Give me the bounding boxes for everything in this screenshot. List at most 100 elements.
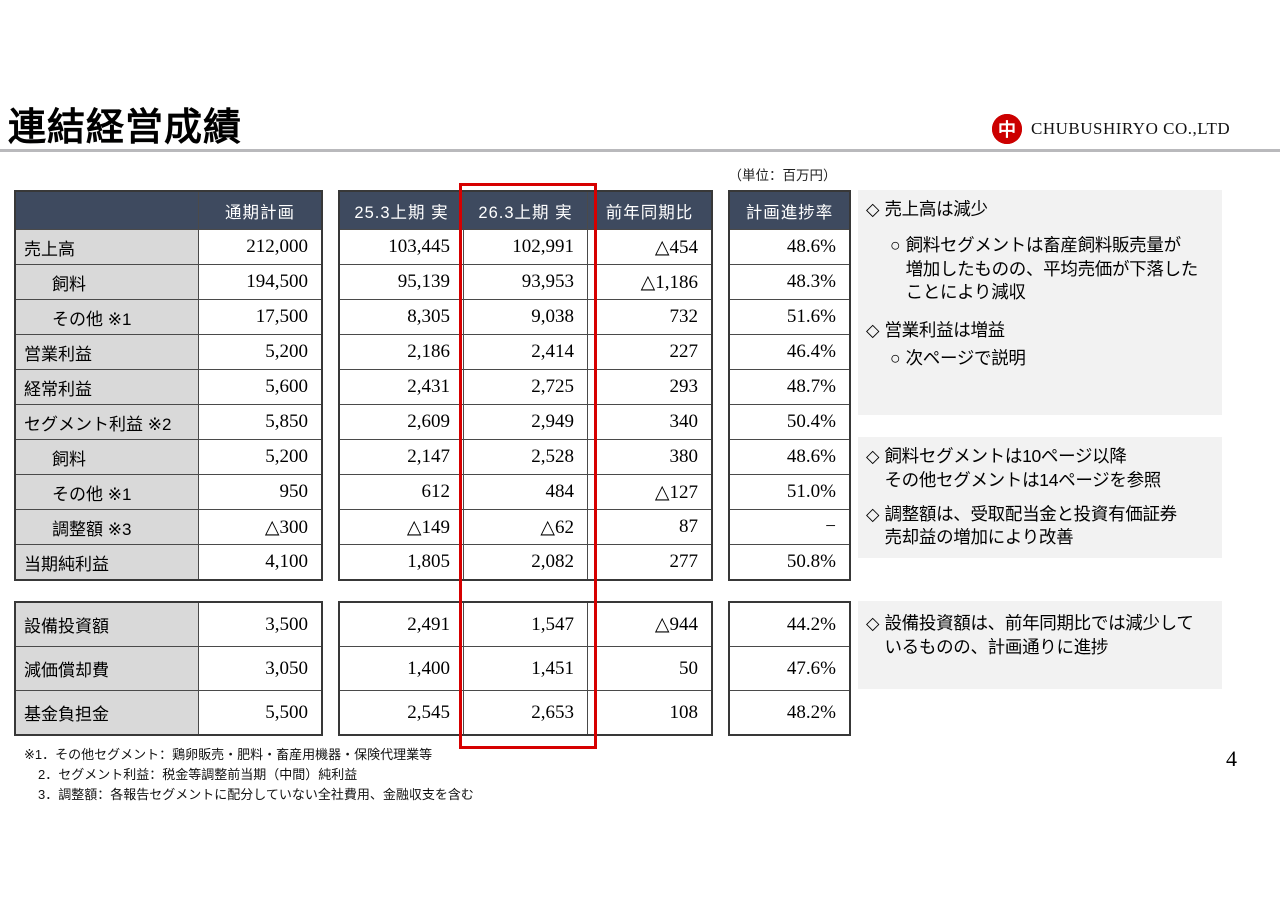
cell-prev: 2,609 [340,405,463,439]
row-label: 調整額 ※3 [16,510,198,544]
cell-yoy: 340 [588,405,711,439]
cell-curr: 93,953 [464,265,587,299]
footnote-line: 3．調整額：各報告セグメントに配分していない全社費用、金融収支を含む [38,787,474,803]
cell-progress: 48.2% [730,691,849,734]
cell-prev: 8,305 [340,300,463,334]
cell-progress: 48.3% [730,265,849,299]
cell-curr: 102,991 [464,230,587,264]
cell-yoy: 50 [588,647,711,690]
comment-item: ○ 次ページで説明 [866,347,1216,371]
cell-yoy: 227 [588,335,711,369]
row-label: 飼料 [16,440,198,474]
col-header-prev: 25.3上期 実 [340,192,463,229]
cell-progress: 47.6% [730,647,849,690]
cell-curr: 2,653 [464,691,587,734]
results-table-middle: 25.3上期 実 26.3上期 実 前年同期比 103,445 102,991 … [338,190,713,581]
row-label: 設備投資額 [16,603,198,646]
cell-plan: 4,100 [199,545,321,579]
cell-yoy: 732 [588,300,711,334]
row-label: その他 ※1 [16,300,198,334]
cell-yoy: △1,186 [588,265,711,299]
cell-progress: 46.4% [730,335,849,369]
cell-plan: 950 [199,475,321,509]
row-label: 経常利益 [16,370,198,404]
cell-plan: 17,500 [199,300,321,334]
cell-plan: 3,500 [199,603,321,646]
cell-progress: 51.6% [730,300,849,334]
cell-progress: 50.4% [730,405,849,439]
row-label: 売上高 [16,230,198,264]
cell-plan: 5,600 [199,370,321,404]
cell-plan: △300 [199,510,321,544]
cell-progress: 44.2% [730,603,849,646]
capex-table-middle: 2,491 1,547 △944 1,400 1,451 50 2,545 2,… [338,601,713,736]
comment-item: ◇ 調整額は、受取配当金と投資有価証券 売却益の増加により改善 [866,503,1216,551]
diamond-bullet-icon: ◇ [866,320,880,341]
comment-item: ◇ 飼料セグメントは10ページ以降 その他セグメントは14ページを参照 [866,445,1216,493]
cell-prev: 95,139 [340,265,463,299]
col-header-progress: 計画進捗率 [730,192,849,229]
capex-table-left: 設備投資額 3,500 減価償却費 3,050 基金負担金 5,500 [14,601,323,736]
cell-prev: 103,445 [340,230,463,264]
cell-plan: 5,200 [199,440,321,474]
diamond-bullet-icon: ◇ [866,613,880,633]
cell-prev: 2,491 [340,603,463,646]
cell-progress: 48.6% [730,440,849,474]
comments-panel-bottom: ◇ 設備投資額は、前年同期比では減少して いるものの、計画通りに進捗 [858,601,1222,689]
comment-text: 飼料セグメントは10ページ以降 その他セグメントは14ページを参照 [884,446,1161,490]
cell-plan: 212,000 [199,230,321,264]
col-header-plan: 通期計画 [199,192,321,229]
comment-text: 営業利益は増益 [884,320,1005,341]
cell-curr: △62 [464,510,587,544]
company-logo-icon: 中 [992,114,1022,144]
cell-prev: 2,147 [340,440,463,474]
row-label: その他 ※1 [16,475,198,509]
cell-prev: 2,186 [340,335,463,369]
cell-yoy: 293 [588,370,711,404]
comment-text: 売上高は減少 [884,199,988,219]
cell-plan: 5,500 [199,691,321,734]
comment-item: ◇ 設備投資額は、前年同期比では減少して いるものの、計画通りに進捗 [866,612,1216,660]
footnotes: ※1．その他セグメント：鶏卵販売・肥料・畜産用機器・保険代理業等 2．セグメント… [24,745,474,805]
footnote-line: 2．セグメント利益：税金等調整前当期（中間）純利益 [38,767,358,783]
page-title: 連結経営成績 [8,107,243,149]
cell-prev: 1,805 [340,545,463,579]
row-label: 飼料 [16,265,198,299]
cell-progress: 51.0% [730,475,849,509]
company-name: CHUBUSHIRYO CO.,LTD [1031,119,1231,138]
comments-panel-top: ◇ 売上高は減少 ○ 飼料セグメントは畜産飼料販売量が 増加したものの、平均売価… [858,190,1222,415]
cell-plan: 5,200 [199,335,321,369]
circle-bullet-icon: ○ [890,234,901,255]
comments-panel-middle: ◇ 飼料セグメントは10ページ以降 その他セグメントは14ページを参照 ◇ 調整… [858,437,1222,558]
cell-curr: 2,949 [464,405,587,439]
cell-curr: 2,725 [464,370,587,404]
comment-text: 飼料セグメントは畜産飼料販売量が 増加したものの、平均売価が下落した ことにより… [905,234,1199,303]
diamond-bullet-icon: ◇ [866,199,880,219]
row-label: 営業利益 [16,335,198,369]
cell-progress: 50.8% [730,545,849,579]
cell-yoy: △454 [588,230,711,264]
row-label: 基金負担金 [16,691,198,734]
cell-prev: 2,545 [340,691,463,734]
table-corner-header [16,192,198,229]
cell-prev: 1,400 [340,647,463,690]
comment-item: ○ 飼料セグメントは畜産飼料販売量が 増加したものの、平均売価が下落した ことに… [866,234,1216,305]
cell-curr: 1,547 [464,603,587,646]
cell-progress: 48.7% [730,370,849,404]
cell-yoy: 277 [588,545,711,579]
diamond-bullet-icon: ◇ [866,446,880,466]
results-table-left: 通期計画 売上高 212,000 飼料 194,500 その他 ※1 17,50… [14,190,323,581]
cell-yoy: △944 [588,603,711,646]
cell-prev: 2,431 [340,370,463,404]
company-logo: 中 CHUBUSHIRYO CO.,LTD [992,114,1230,144]
unit-note: （単位：百万円） [728,168,837,183]
diamond-bullet-icon: ◇ [866,503,880,524]
comment-item: ◇ 営業利益は増益 [866,319,1216,343]
cell-progress: − [730,510,849,544]
comment-text: 次ページで説明 [905,347,1026,368]
comment-text: 設備投資額は、前年同期比では減少して いるものの、計画通りに進捗 [884,613,1194,657]
row-label: 減価償却費 [16,647,198,690]
cell-yoy: 380 [588,440,711,474]
circle-bullet-icon: ○ [890,347,901,368]
cell-curr: 2,082 [464,545,587,579]
